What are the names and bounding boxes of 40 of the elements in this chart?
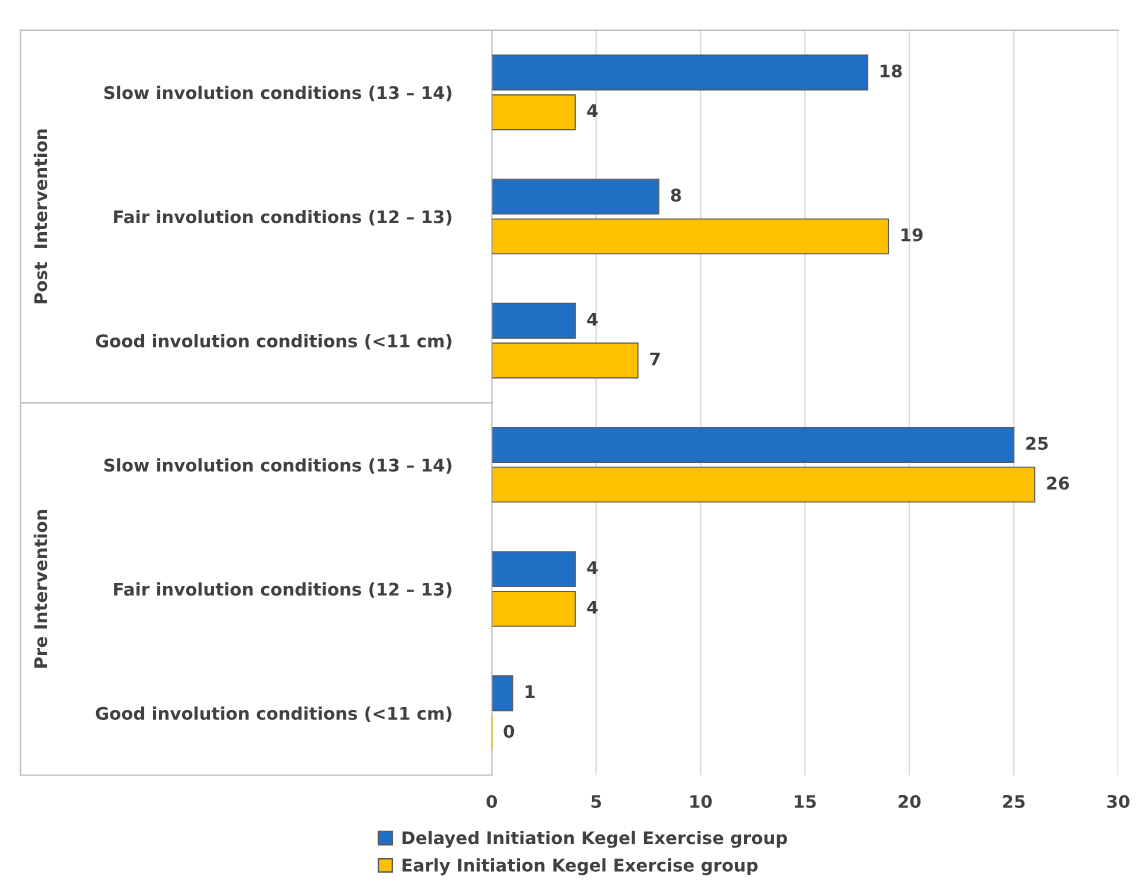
bar	[491, 54, 869, 91]
data-label: 4	[587, 600, 598, 614]
legend-label: Delayed Initiation Kegel Exercise group	[402, 830, 788, 848]
bar	[491, 551, 576, 588]
x-tick-label: 10	[690, 794, 712, 809]
y-tick-label: Slow involution conditions (13 – 14)	[104, 85, 452, 102]
text: Post Intervention	[33, 129, 48, 304]
x-tick-label: 20	[898, 794, 921, 809]
bar	[491, 427, 1015, 463]
legend-label: Early Initiation Kegel Exercise group	[402, 858, 758, 876]
y-tick-label: Slow involution conditions (13 – 14)	[104, 458, 452, 474]
text: Pre Intervention	[33, 510, 48, 668]
y-tick-label: Fair involution conditions (12 – 13)	[114, 209, 452, 226]
data-label: 19	[901, 228, 923, 242]
data-label: 4	[587, 104, 598, 118]
data-label: 0	[503, 724, 515, 738]
y-tick-label: Fair involution conditions (12 – 13)	[114, 582, 452, 598]
data-label: 4	[587, 561, 598, 574]
x-tick-label: 25	[1003, 794, 1025, 809]
bar	[491, 218, 890, 255]
data-label: 1	[525, 685, 535, 699]
bar	[491, 466, 1036, 503]
data-label: 25	[1026, 436, 1048, 450]
bar	[491, 178, 660, 215]
bar	[491, 675, 514, 712]
bar	[491, 590, 576, 627]
data-label: 4	[587, 312, 598, 326]
bar	[491, 94, 576, 131]
x-tick-label: 0	[486, 794, 497, 809]
y-tick-label: Good involution conditions (<11 cm)	[95, 334, 452, 350]
bar	[491, 342, 639, 379]
x-tick-label: 15	[794, 795, 816, 809]
data-label: 8	[670, 188, 681, 202]
x-tick-label: 5	[591, 795, 601, 809]
y-tick-label: Good involution conditions (<11 cm)	[95, 706, 452, 722]
data-label: 18	[880, 64, 902, 78]
bar	[491, 302, 576, 339]
x-tick-label: 30	[1107, 794, 1130, 809]
data-label: 26	[1047, 476, 1069, 490]
data-label: 7	[650, 352, 660, 366]
